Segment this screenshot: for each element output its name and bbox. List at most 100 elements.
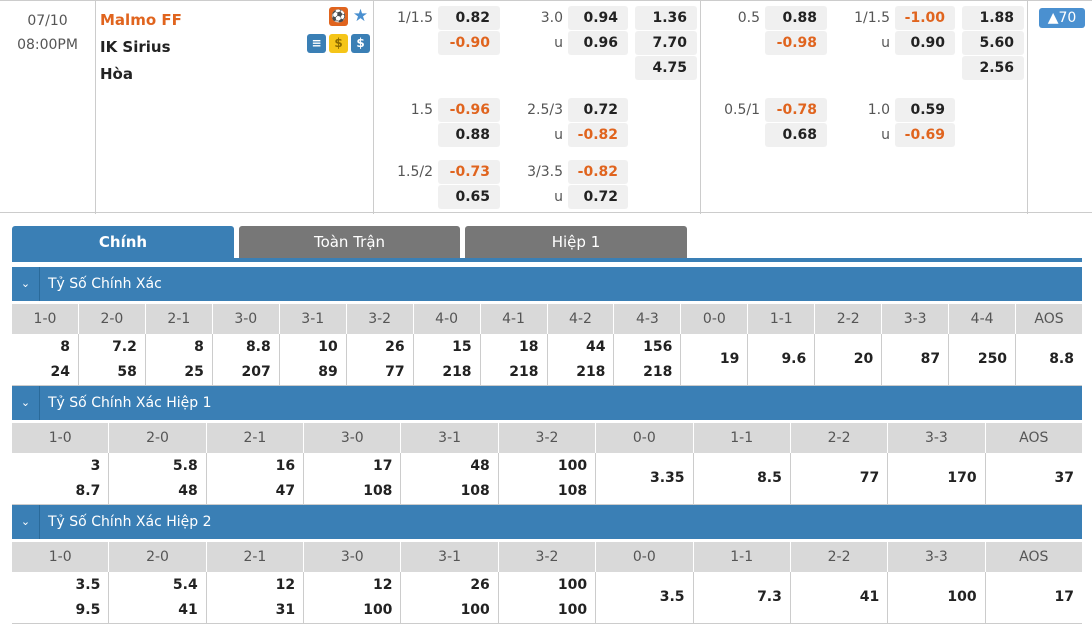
score-odds[interactable]: 207	[241, 363, 271, 380]
score-odds[interactable]: 7.3	[757, 589, 782, 605]
score-odds[interactable]: 108	[557, 482, 588, 499]
score-odds[interactable]: 218	[442, 363, 472, 380]
over-under-odds[interactable]: 0.94	[568, 6, 628, 30]
over-under-odds[interactable]: -0.69	[895, 123, 955, 147]
1x2-odds[interactable]: 1.88	[962, 6, 1024, 30]
home-team[interactable]: Malmo FF ⚽ ★	[100, 7, 372, 34]
over-under-odds[interactable]: 0.72	[568, 98, 628, 122]
away-team[interactable]: IK Sirius ≡ $ $	[100, 34, 372, 61]
handicap-odds[interactable]: -0.96	[438, 98, 500, 122]
score-odds[interactable]: 26	[470, 576, 490, 593]
score-odds[interactable]: 108	[363, 482, 393, 499]
more-markets-button[interactable]: ▲70	[1039, 8, 1085, 28]
chevron-down-icon[interactable]: ⌄	[12, 505, 40, 539]
score-odds[interactable]: 100	[460, 601, 490, 618]
handicap-odds[interactable]: 0.88	[438, 123, 500, 147]
1x2-odds[interactable]: 1.36	[635, 6, 697, 30]
score-odds[interactable]: 5.4	[172, 576, 198, 593]
over-under-odds[interactable]: 0.96	[568, 31, 628, 55]
score-odds[interactable]: 58	[117, 363, 137, 380]
score-odds[interactable]: 10	[318, 338, 338, 355]
handicap-odds[interactable]: 0.82	[438, 6, 500, 30]
handicap-odds[interactable]: 0.65	[438, 185, 500, 209]
score-odds[interactable]: 48	[470, 457, 490, 474]
score-odds[interactable]: 5.8	[172, 457, 198, 474]
score-odds[interactable]: 19	[719, 351, 740, 367]
stats-icon[interactable]: ≡	[307, 34, 326, 53]
score-odds[interactable]: 218	[509, 363, 539, 380]
score-odds[interactable]: 3.5	[75, 576, 101, 593]
score-odds[interactable]: 100	[557, 457, 588, 474]
score-odds[interactable]: 41	[859, 589, 880, 605]
1x2-odds[interactable]: 5.60	[962, 31, 1024, 55]
score-odds[interactable]: 8	[194, 338, 204, 355]
over-under-odds[interactable]: 0.72	[568, 185, 628, 209]
score-odds[interactable]: 8.8	[1049, 351, 1074, 367]
score-odds[interactable]: 100	[947, 589, 977, 605]
score-odds[interactable]: 218	[643, 363, 673, 380]
score-odds[interactable]: 16	[275, 457, 296, 474]
score-odds[interactable]: 100	[363, 601, 393, 618]
dollar-icon[interactable]: $	[351, 34, 370, 53]
score-odds[interactable]: 3	[90, 457, 101, 474]
over-under-odds[interactable]: -1.00	[895, 6, 955, 30]
section-header[interactable]: ⌄ Tỷ Số Chính Xác Hiệp 1	[12, 386, 1082, 420]
score-odds[interactable]: 8	[60, 338, 70, 355]
over-under-odds[interactable]: 0.90	[895, 31, 955, 55]
score-odds[interactable]: 100	[557, 576, 588, 593]
live-player-icon[interactable]: ⚽	[329, 7, 348, 26]
tab-chinh[interactable]: Chính	[12, 226, 234, 262]
handicap-odds[interactable]: 0.88	[765, 6, 827, 30]
score-odds[interactable]: 3.5	[659, 589, 685, 605]
over-under-odds[interactable]: -0.82	[568, 160, 628, 184]
score-odds[interactable]: 89	[318, 363, 338, 380]
score-odds[interactable]: 9.6	[781, 351, 807, 367]
score-odds[interactable]: 26	[385, 338, 405, 355]
score-odds[interactable]: 48	[178, 482, 198, 499]
coin-icon[interactable]: $	[329, 34, 348, 53]
score-odds[interactable]: 218	[576, 363, 606, 380]
chevron-down-icon[interactable]: ⌄	[12, 267, 40, 301]
section-header[interactable]: ⌄ Tỷ Số Chính Xác Hiệp 2	[12, 505, 1082, 539]
1x2-odds[interactable]: 2.56	[962, 56, 1024, 80]
score-odds[interactable]: 41	[178, 601, 198, 618]
score-odds[interactable]: 77	[859, 470, 880, 486]
score-odds[interactable]: 8.5	[757, 470, 782, 486]
score-odds[interactable]: 156	[643, 338, 673, 355]
tab-toan-tran[interactable]: Toàn Trận	[239, 226, 460, 258]
score-odds[interactable]: 44	[585, 338, 606, 355]
score-odds[interactable]: 25	[184, 363, 204, 380]
score-odds[interactable]: 7.2	[112, 338, 137, 355]
score-odds[interactable]: 37	[1054, 470, 1074, 486]
chevron-down-icon[interactable]: ⌄	[12, 386, 40, 420]
score-odds[interactable]: 9.5	[75, 601, 101, 618]
score-odds[interactable]: 8.8	[245, 338, 271, 355]
score-odds[interactable]: 18	[519, 338, 539, 355]
score-odds[interactable]: 87	[920, 351, 941, 367]
score-odds[interactable]: 31	[275, 601, 296, 618]
score-odds[interactable]: 20	[853, 351, 874, 367]
score-odds[interactable]: 17	[372, 457, 393, 474]
score-odds[interactable]: 12	[275, 576, 296, 593]
score-odds[interactable]: 108	[460, 482, 490, 499]
handicap-odds[interactable]: -0.78	[765, 98, 827, 122]
score-odds[interactable]: 12	[372, 576, 393, 593]
score-odds[interactable]: 170	[947, 470, 977, 486]
star-icon[interactable]: ★	[352, 6, 369, 26]
score-odds[interactable]: 17	[1054, 589, 1074, 605]
score-odds[interactable]: 3.35	[649, 470, 685, 486]
score-odds[interactable]: 8.7	[75, 482, 101, 499]
section-header[interactable]: ⌄ Tỷ Số Chính Xác	[12, 267, 1082, 301]
tab-hiep-1[interactable]: Hiệp 1	[465, 226, 687, 258]
score-odds[interactable]: 24	[50, 363, 70, 380]
score-odds[interactable]: 77	[385, 363, 405, 380]
handicap-odds[interactable]: 0.68	[765, 123, 827, 147]
score-odds[interactable]: 47	[275, 482, 296, 499]
handicap-odds[interactable]: -0.98	[765, 31, 827, 55]
1x2-odds[interactable]: 4.75	[635, 56, 697, 80]
score-odds[interactable]: 100	[557, 601, 588, 618]
score-odds[interactable]: 15	[452, 338, 472, 355]
over-under-odds[interactable]: -0.82	[568, 123, 628, 147]
handicap-odds[interactable]: -0.90	[438, 31, 500, 55]
1x2-odds[interactable]: 7.70	[635, 31, 697, 55]
